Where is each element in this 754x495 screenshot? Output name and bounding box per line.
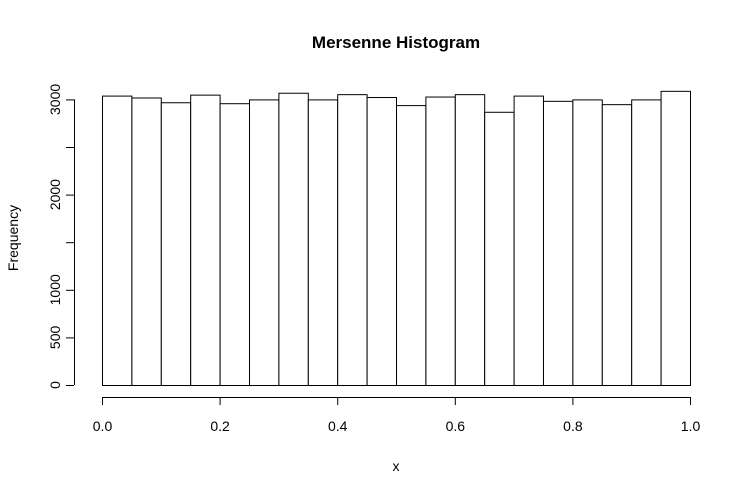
histogram-bar (249, 99, 280, 387)
x-tick-label: 1.0 (681, 418, 701, 434)
x-axis-label: x (393, 458, 400, 474)
x-tick-label: 0.4 (328, 418, 348, 434)
histogram-bar (131, 97, 162, 386)
x-axis: 0.0 0.2 0.4 0.6 0.8 1.0 (93, 397, 701, 434)
histogram-bar (219, 103, 251, 386)
y-tick-label: 0 (47, 381, 63, 389)
y-tick-label: 2000 (47, 179, 63, 210)
histogram-bar (631, 99, 662, 387)
y-tick-label: 1000 (47, 274, 63, 305)
y-axis-label: Frequency (5, 205, 21, 271)
histogram-bar (307, 99, 339, 387)
histogram-bar (396, 105, 427, 386)
histogram-bar (366, 97, 398, 387)
histogram-bar (102, 95, 133, 386)
histogram-bar (278, 92, 309, 387)
histogram-bar (454, 94, 486, 386)
bars-group (102, 90, 691, 387)
x-tick-label: 0.8 (563, 418, 583, 434)
histogram-bar (190, 94, 221, 386)
x-tick-label: 0.6 (446, 418, 466, 434)
y-tick-label: 500 (47, 326, 63, 350)
histogram-bar (572, 99, 603, 387)
histogram-bar (543, 100, 574, 386)
histogram-bar (160, 102, 192, 386)
y-axis: 0 500 1000 2000 3000 (47, 84, 75, 389)
chart-title: Mersenne Histogram (312, 33, 480, 52)
x-tick-label: 0.2 (210, 418, 230, 434)
histogram-bar (601, 104, 633, 386)
y-tick-label: 3000 (47, 84, 63, 115)
histogram-bar (337, 94, 368, 386)
histogram-bar (513, 95, 544, 386)
x-tick-label: 0.0 (93, 418, 113, 434)
histogram-bar (660, 90, 691, 386)
histogram-bar (425, 96, 456, 386)
histogram-bar (484, 111, 515, 386)
